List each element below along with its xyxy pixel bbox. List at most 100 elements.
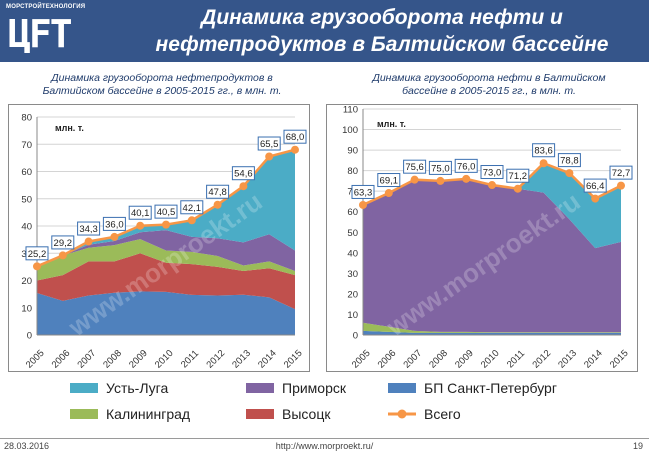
legend-swatch-total	[388, 409, 416, 419]
chart-2-y-tick-label: 60	[347, 207, 358, 218]
chart-2-x-tick-label: 2014	[582, 348, 605, 371]
chart-1-data-label-box	[154, 204, 178, 219]
chart-1-y-tick-label: 70	[21, 140, 32, 151]
chart-2-x-tick-label: 2007	[401, 348, 424, 371]
chart-2-data-label: 66,4	[586, 181, 605, 192]
chart-1-unit-label: млн. т.	[55, 123, 84, 133]
logo: МОРСТРОЙТЕХНОЛОГИЯ ЦFТ	[6, 4, 106, 56]
chart-1-data-label: 42,1	[183, 203, 202, 214]
chart-1-data-label: 40,1	[131, 208, 150, 219]
chart-2-x-tick-label: 2013	[556, 348, 579, 371]
chart-2-data-label: 76,0	[457, 161, 476, 172]
chart-1-subtitle: Динамика грузооборота нефтепродуктов в Б…	[8, 72, 316, 97]
chart-1-data-label-box	[102, 216, 126, 231]
logo-caption: МОРСТРОЙТЕХНОЛОГИЯ	[6, 4, 86, 10]
chart-1-x-tick-label: 2010	[153, 348, 176, 371]
chart-2-y-tick-label: 20	[347, 289, 358, 300]
chart-1-data-label: 40,5	[157, 207, 176, 218]
legend-label-vysotsk: Высоцк	[282, 406, 331, 422]
chart-1-x-tick-label: 2005	[24, 348, 47, 371]
chart-1-data-label-box	[128, 205, 152, 220]
chart-2-x-tick-label: 2008	[427, 348, 450, 371]
chart-1-area-series	[37, 291, 295, 335]
chart-2-x-tick-label: 2005	[350, 348, 373, 371]
chart-2-x-tick-label: 2011	[505, 348, 527, 370]
chart-1-total-point	[136, 221, 145, 230]
chart-2-y-tick-label: 100	[342, 125, 358, 136]
chart-2-x-tick-label: 2015	[608, 348, 631, 371]
footer-divider	[0, 438, 649, 439]
legend-item-ust-luga: Усть-Луга	[70, 378, 168, 398]
chart-1-total-point	[265, 152, 274, 161]
chart-2-total-point	[488, 181, 496, 190]
chart-1-x-tick-label: 2012	[204, 348, 227, 371]
chart-2-total-point	[513, 184, 522, 193]
chart-2-svg: 010203040506070809010011063,369,175,675,…	[342, 105, 633, 371]
chart-2-y-tick-label: 90	[347, 146, 358, 157]
chart-2-unit-label: млн. т.	[377, 119, 406, 129]
chart-2-y-tick-label: 10	[347, 310, 358, 321]
chart-2-subtitle: Динамика грузооборота нефти в Балтийском…	[336, 72, 642, 97]
chart-2-data-label: 69,1	[380, 176, 399, 187]
legend-swatch-primorsk	[246, 383, 274, 393]
legend-label-bp-spb: БП Санкт-Петербург	[424, 380, 557, 396]
chart-1-data-label-box	[77, 221, 101, 236]
chart-2-total-point	[617, 181, 625, 190]
chart-1-x-tick-label: 2013	[230, 348, 253, 371]
chart-1-data-label: 29,2	[54, 238, 73, 249]
chart-2-total-point	[591, 194, 600, 203]
chart-1-total-point	[187, 216, 196, 225]
chart-1-data-label-box	[257, 136, 281, 151]
chart-2-y-tick-label: 40	[347, 248, 358, 259]
legend-label-ust-luga: Усть-Луга	[106, 380, 169, 396]
chart-2-area-series	[363, 330, 621, 335]
chart-1-total-point	[33, 262, 41, 271]
chart-2-data-label-box	[454, 158, 478, 173]
chart-2-area-series	[363, 178, 621, 333]
chart-2-y-tick-label: 80	[347, 166, 358, 177]
header-bar: МОРСТРОЙТЕХНОЛОГИЯ ЦFТ Динамика грузообо…	[0, 0, 649, 62]
legend-swatch-kaliningrad	[70, 409, 98, 419]
chart-2-data-label: 75,6	[405, 162, 424, 173]
chart-2-total-point	[410, 175, 419, 184]
chart-1-total-point	[239, 182, 248, 191]
chart-2-subtitle-line-2: бассейне в 2005-2015 гг., в млн. т.	[402, 84, 576, 97]
chart-2-data-label-box	[480, 165, 504, 180]
chart-1-area-series	[37, 230, 295, 271]
chart-1-y-tick-label: 0	[27, 331, 32, 342]
page-title-line-1: Динамика грузооборота нефти и	[201, 6, 563, 29]
page-title-line-2: нефтепродуктов в Балтийском бассейне	[155, 33, 609, 56]
chart-1-y-tick-label: 60	[21, 167, 32, 178]
chart-1-y-tick-label: 80	[21, 113, 32, 124]
chart-2-data-label: 83,6	[534, 146, 553, 157]
footer-url[interactable]: http://www.morproekt.ru/	[275, 441, 374, 451]
chart-2-data-label: 78,8	[560, 156, 579, 167]
chart-2-subtitle-line-1: Динамика грузооборота нефти в Балтийском	[372, 72, 606, 84]
chart-1-total-point	[84, 237, 93, 246]
chart-1-x-tick-label: 2011	[179, 348, 201, 370]
chart-1-x-tick-label: 2006	[50, 348, 73, 371]
logo-mark: ЦFТ	[8, 12, 73, 56]
chart-1-data-label-box	[231, 166, 255, 181]
legend-swatch-bp-spb	[388, 383, 416, 393]
chart-1-data-label: 36,0	[105, 219, 124, 230]
chart-2-data-label-box	[377, 173, 401, 188]
chart-1-y-tick-label: 50	[21, 194, 32, 205]
legend-label-primorsk: Приморск	[282, 380, 346, 396]
chart-1-data-label-box	[283, 129, 307, 144]
chart-1-area-series	[37, 239, 295, 281]
chart-1-data-label-box	[25, 246, 49, 261]
chart-1-data-label: 47,8	[208, 187, 227, 198]
chart-2-frame: 010203040506070809010011063,369,175,675,…	[326, 104, 638, 372]
chart-1-data-label-box	[206, 184, 230, 199]
chart-1-total-point	[213, 200, 222, 209]
chart-2-data-label-box	[428, 160, 452, 175]
legend-label-total: Всего	[424, 406, 461, 422]
chart-1-total-point	[162, 220, 170, 229]
chart-1-x-tick-label: 2008	[101, 348, 124, 371]
chart-1-area-series	[37, 253, 295, 310]
chart-2-x-tick-label: 2012	[530, 348, 553, 371]
chart-2-total-point	[359, 200, 367, 209]
chart-1-y-tick-label: 10	[21, 303, 32, 314]
legend-item-total: Всего	[388, 404, 461, 424]
